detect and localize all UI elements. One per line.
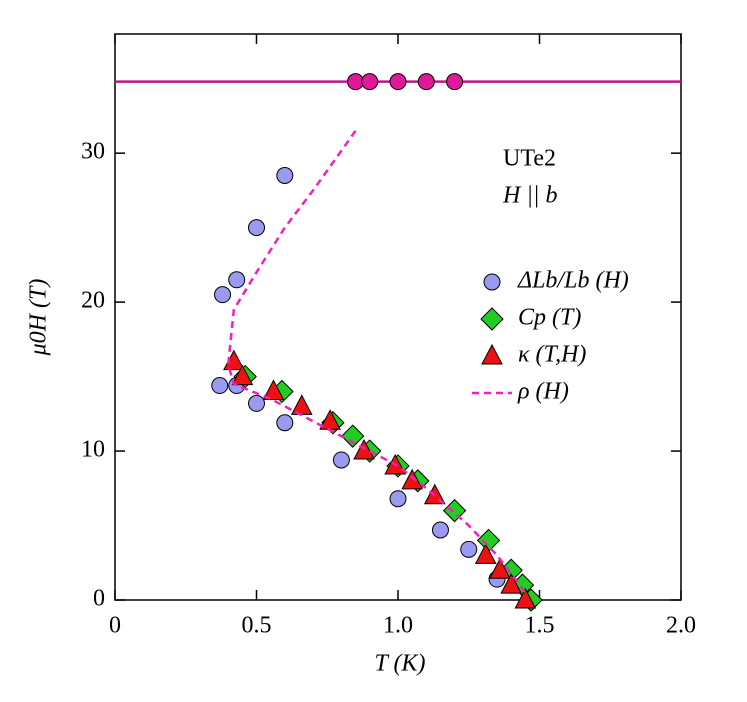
point: [353, 438, 375, 460]
point: [361, 73, 379, 91]
legend-label: ρ (H): [517, 379, 569, 405]
point: [341, 424, 365, 448]
point: [474, 543, 497, 564]
point: [417, 73, 435, 91]
y-tick-label: 30: [81, 139, 105, 165]
point: [442, 498, 467, 523]
x-tick-label: 0: [109, 613, 121, 639]
point: [276, 414, 294, 432]
point: [223, 349, 245, 371]
legend-swatch: [481, 343, 503, 365]
point: [248, 394, 265, 412]
legend-swatch: [483, 273, 501, 291]
dashed-line: [226, 130, 527, 594]
point: [401, 468, 423, 490]
x-tick-label: 1.5: [525, 613, 555, 639]
annotation: UTe2: [503, 146, 556, 172]
point: [214, 286, 232, 304]
legend-label: ΔLb/Lb (H): [517, 268, 629, 294]
point: [290, 394, 313, 415]
point: [446, 73, 464, 91]
plot-frame: [114, 33, 682, 601]
point: [514, 587, 537, 609]
point: [228, 271, 246, 289]
legend-label: κ (T,H): [518, 342, 586, 368]
point: [460, 540, 478, 558]
annotation: H || b: [502, 183, 558, 209]
point: [389, 73, 407, 91]
point: [431, 521, 449, 539]
point: [500, 573, 523, 594]
point: [231, 364, 254, 386]
x-tick-label: 0.5: [242, 613, 272, 639]
legend-swatch: [480, 307, 504, 331]
x-tick-label: 1.0: [383, 613, 413, 639]
y-tick-label: 0: [93, 586, 105, 612]
y-tick-label: 20: [81, 288, 105, 314]
point: [389, 490, 407, 508]
point: [347, 73, 365, 91]
legend-label: Cp (T): [518, 305, 581, 331]
x-tick-label: 2.0: [666, 613, 696, 639]
point: [476, 528, 501, 553]
y-tick-label: 10: [81, 437, 105, 463]
y-axis-label: μ0H (T): [26, 279, 52, 357]
x-axis-label: T (K): [375, 651, 426, 677]
point: [211, 377, 229, 395]
point: [332, 451, 350, 469]
point: [276, 167, 294, 184]
point: [262, 379, 285, 400]
point: [248, 219, 265, 237]
point: [489, 558, 511, 579]
